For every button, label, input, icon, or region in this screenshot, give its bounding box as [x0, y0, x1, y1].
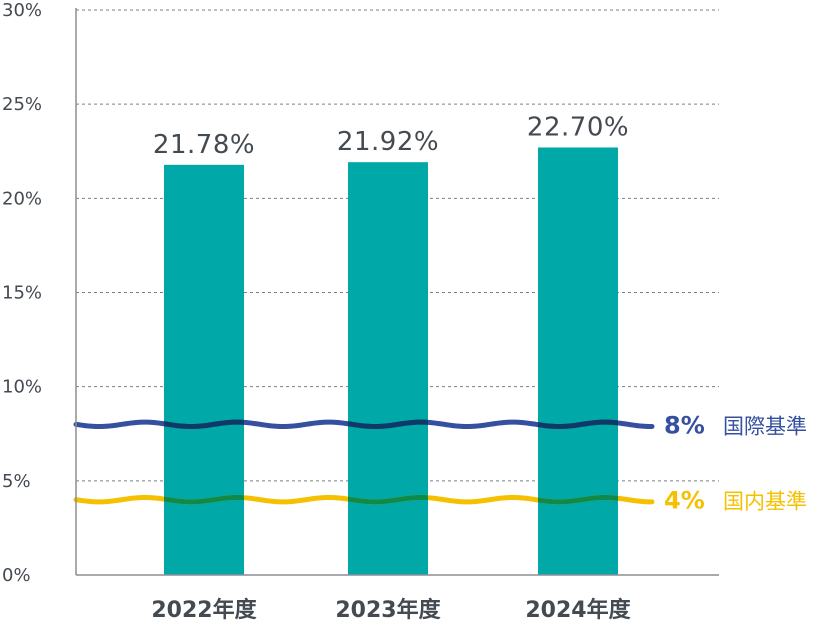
category-label: 2022年度	[151, 597, 257, 623]
y-tick-label: 15%	[2, 283, 42, 304]
data-label: 21.78%	[153, 130, 255, 160]
bar	[538, 147, 618, 575]
bar	[164, 164, 244, 575]
bar	[348, 162, 428, 575]
reference-value-label: 4%	[664, 487, 705, 515]
bars	[164, 147, 618, 575]
y-tick-label: 0%	[2, 565, 31, 586]
category-label: 2023年度	[335, 597, 441, 623]
y-axis-ticks: 0% 5% 10% 15% 20% 25% 30%	[2, 0, 42, 586]
data-label: 21.92%	[337, 127, 439, 157]
y-tick-label: 10%	[2, 377, 42, 398]
category-label: 2024年度	[525, 597, 631, 623]
y-tick-label: 20%	[2, 188, 42, 209]
labels: 21.78% 2022年度 21.92% 2023年度 22.70% 2024年度 8% 国際…	[151, 112, 807, 623]
reference-name-label: 国際基準	[723, 414, 807, 438]
reference-name-label: 国内基準	[723, 490, 807, 514]
reference-value-label: 8%	[664, 411, 705, 439]
reference-lines	[73, 419, 655, 505]
axes	[75, 8, 719, 576]
y-tick-label: 25%	[2, 94, 42, 115]
data-label: 22.70%	[527, 112, 629, 142]
reference-line-overlap	[164, 494, 618, 505]
reference-line-overlap	[164, 419, 618, 430]
y-tick-label: 30%	[2, 0, 42, 21]
y-tick-label: 5%	[2, 471, 31, 492]
